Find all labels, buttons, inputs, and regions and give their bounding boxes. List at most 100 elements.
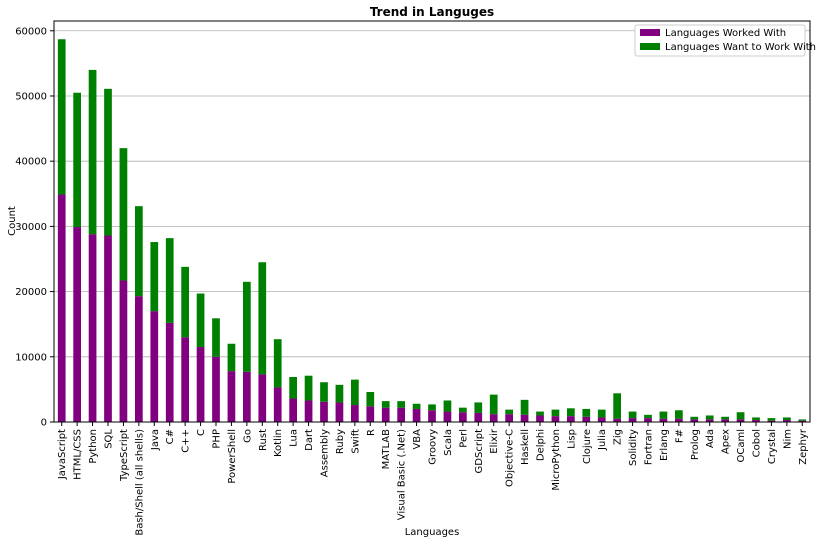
bar-worked-with: [335, 402, 344, 422]
bar-want-to-work-with: [304, 375, 313, 401]
bar-worked-with: [150, 311, 159, 422]
bar-worked-with: [721, 419, 729, 422]
bar-worked-with: [567, 416, 575, 422]
bar-want-to-work-with: [459, 407, 467, 413]
bar-want-to-work-with: [289, 377, 297, 399]
x-tick-label: F#: [674, 429, 685, 443]
bar-worked-with: [135, 296, 143, 422]
bar-worked-with: [258, 374, 267, 422]
x-tick-label: Delphi: [536, 429, 547, 461]
bar-want-to-work-with: [243, 281, 251, 372]
bar-want-to-work-with: [582, 408, 591, 417]
x-tick-label: Zephyr: [798, 428, 809, 465]
bar-want-to-work-with: [783, 417, 791, 421]
x-tick-label: Visual Basic (.Net): [397, 429, 408, 520]
x-axis-ticks: JavaScript HTML/CSS Python SQL TypeScript Bas…: [57, 422, 809, 536]
x-tick-label: Crystal: [767, 429, 778, 464]
x-tick-label: Prolog: [690, 429, 701, 460]
bar-want-to-work-with: [227, 343, 236, 372]
bar-want-to-work-with: [273, 339, 282, 388]
x-tick-label: Assembly: [320, 429, 331, 477]
bar-want-to-work-with: [767, 418, 776, 421]
x-tick-label: Dart: [304, 429, 315, 451]
bar-worked-with: [551, 416, 560, 422]
bar-worked-with: [474, 412, 483, 422]
bar-want-to-work-with: [536, 411, 544, 416]
bar-worked-with: [165, 322, 174, 422]
bar-want-to-work-with: [613, 393, 621, 419]
bar-worked-with: [304, 400, 313, 422]
x-tick-label: Groovy: [428, 429, 439, 465]
x-axis-title: Languages: [405, 527, 460, 538]
bar-worked-with: [196, 347, 205, 422]
bar-worked-with: [181, 337, 189, 422]
x-tick-label: C: [196, 429, 207, 436]
bar-want-to-work-with: [258, 262, 267, 375]
x-tick-label: JavaScript: [57, 429, 68, 480]
x-tick-label: Lua: [289, 429, 300, 447]
bar-want-to-work-with: [798, 419, 807, 421]
bar-worked-with: [212, 356, 220, 422]
bar-worked-with: [73, 227, 81, 422]
y-axis-ticks: 0 10000 20000 30000 40000 50000 60000: [15, 26, 54, 429]
y-tick-label: 0: [41, 418, 47, 429]
legend-label-want: Languages Want to Work With: [665, 42, 816, 53]
bar-want-to-work-with: [381, 401, 390, 408]
x-tick-label: Fortran: [644, 429, 655, 465]
x-tick-label: Rust: [258, 429, 269, 451]
chart-title: Trend in Languges: [370, 5, 494, 19]
bar-want-to-work-with: [690, 416, 699, 420]
bar-worked-with: [88, 234, 97, 422]
bar-want-to-work-with: [196, 293, 205, 348]
bar-want-to-work-with: [88, 69, 97, 235]
bar-worked-with: [505, 414, 513, 422]
x-tick-label: Java: [150, 429, 161, 451]
x-tick-label: VBA: [412, 429, 423, 450]
bar-worked-with: [659, 418, 668, 422]
bar-worked-with: [366, 406, 375, 422]
bar-want-to-work-with: [181, 266, 189, 338]
bar-want-to-work-with: [320, 382, 328, 402]
x-tick-label: Haskell: [520, 429, 531, 465]
bar-worked-with: [104, 235, 112, 422]
bar-want-to-work-with: [752, 417, 760, 421]
bar-worked-with: [397, 407, 405, 422]
legend-label-worked: Languages Worked With: [665, 28, 786, 39]
x-tick-label: Apex: [721, 429, 732, 454]
bar-worked-with: [628, 418, 637, 422]
bar-want-to-work-with: [675, 410, 683, 419]
bar-want-to-work-with: [597, 409, 606, 418]
bar-worked-with: [459, 412, 467, 422]
x-tick-label: GDScript: [474, 429, 485, 474]
x-tick-label: Bash/Shell (all shells): [134, 429, 145, 536]
y-tick-label: 60000: [15, 26, 47, 37]
bar-want-to-work-with: [119, 148, 128, 281]
x-tick-label: Kotlin: [273, 429, 284, 457]
legend-frame: [634, 24, 806, 57]
bar-worked-with: [783, 420, 791, 422]
x-tick-label: Erlang: [659, 429, 670, 461]
bar-want-to-work-with: [567, 408, 575, 417]
bar-worked-with: [227, 371, 236, 422]
bar-worked-with: [767, 420, 776, 422]
bar-want-to-work-with: [212, 318, 220, 357]
bar-worked-with: [320, 401, 328, 422]
x-tick-label: TypeScript: [119, 429, 130, 482]
bar-want-to-work-with: [165, 238, 174, 323]
bars: [57, 39, 807, 422]
bar-want-to-work-with: [705, 415, 714, 420]
bar-worked-with: [273, 387, 282, 422]
bar-worked-with: [597, 417, 606, 422]
x-tick-label: C#: [165, 429, 176, 444]
x-tick-label: Solidity: [628, 429, 639, 466]
y-tick-label: 10000: [15, 352, 47, 363]
bar-worked-with: [582, 416, 591, 422]
x-tick-label: Ada: [705, 429, 716, 448]
bar-worked-with: [690, 419, 699, 422]
legend: Languages Worked With Languages Want to …: [634, 24, 816, 57]
bar-want-to-work-with: [335, 384, 344, 403]
bar-worked-with: [119, 280, 128, 422]
x-tick-label: C++: [181, 429, 192, 453]
y-axis-title: Count: [7, 206, 18, 236]
bar-want-to-work-with: [397, 401, 405, 408]
